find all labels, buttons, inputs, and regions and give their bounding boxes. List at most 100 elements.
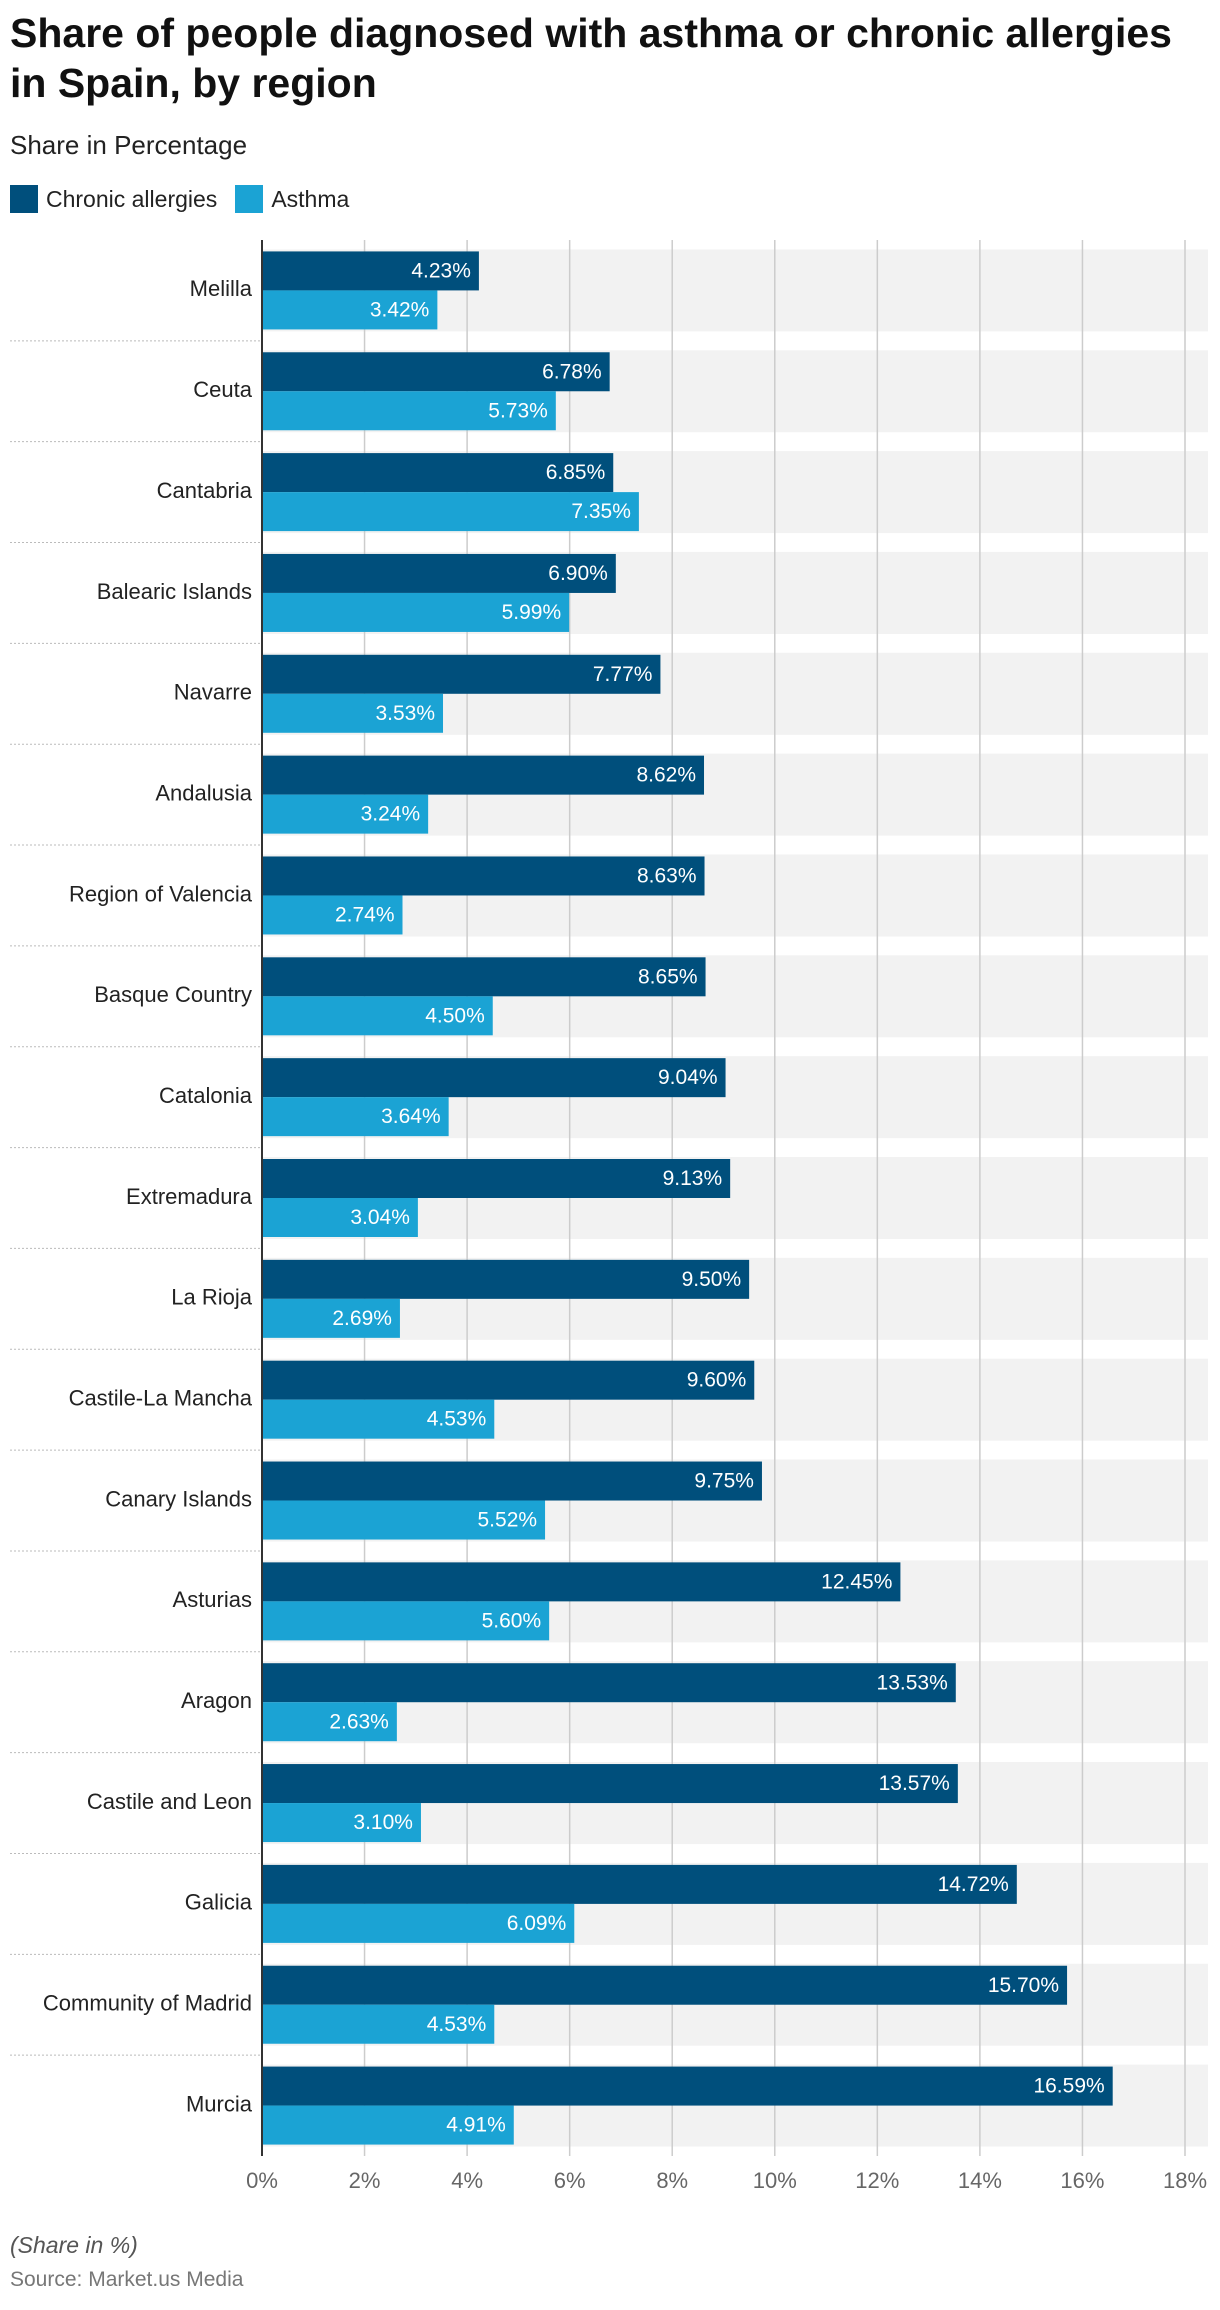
x-tick-label: 0% — [246, 2168, 278, 2193]
data-label: 13.53% — [877, 1671, 948, 1694]
bar — [262, 1764, 958, 1804]
data-label: 4.91% — [446, 2114, 506, 2137]
data-label: 4.53% — [427, 1408, 487, 1431]
bar — [262, 1461, 762, 1501]
chart-title: Share of people diagnosed with asthma or… — [10, 10, 1172, 106]
bar — [262, 1399, 495, 1439]
bar — [262, 1360, 755, 1400]
bar — [262, 1803, 421, 1843]
bar — [262, 553, 616, 593]
bar — [262, 391, 556, 431]
data-label: 6.09% — [507, 1912, 567, 1935]
y-tick-label: Castile and Leon — [87, 1789, 252, 1814]
data-label: 5.52% — [478, 1509, 538, 1532]
x-tick-label: 4% — [451, 2168, 483, 2193]
source: Source: Market.us Media — [10, 2268, 244, 2291]
bar — [262, 1058, 726, 1098]
bar — [262, 693, 444, 733]
bar — [262, 251, 479, 291]
y-tick-label: Asturias — [173, 1587, 252, 1612]
y-tick-label: Balearic Islands — [97, 579, 252, 604]
data-label: 14.72% — [938, 1873, 1009, 1896]
bar — [262, 592, 570, 632]
bar — [262, 996, 493, 1036]
y-tick-label: Cantabria — [157, 478, 253, 503]
bar — [262, 895, 403, 935]
x-tick-label: 10% — [753, 2168, 797, 2193]
data-label: 8.62% — [636, 764, 696, 787]
bar — [262, 2066, 1113, 2106]
bar — [262, 1864, 1017, 1904]
bar — [262, 1097, 449, 1137]
x-tick-label: 6% — [554, 2168, 586, 2193]
data-label: 4.53% — [427, 2013, 487, 2036]
bar — [262, 755, 705, 795]
data-label: 6.90% — [548, 562, 608, 585]
bar — [262, 1903, 575, 1943]
y-tick-label: Region of Valencia — [69, 881, 253, 906]
data-label: 3.10% — [353, 1811, 413, 1834]
bar — [262, 1159, 731, 1198]
x-tick-label: 2% — [349, 2168, 381, 2193]
data-label: 5.73% — [488, 399, 548, 422]
legend-item: Chronic allergies — [10, 185, 217, 213]
bar — [262, 1601, 550, 1641]
bar — [262, 957, 706, 997]
legend-label: Chronic allergies — [46, 185, 218, 212]
bar — [262, 2004, 495, 2044]
data-label: 12.45% — [821, 1570, 892, 1593]
data-label: 8.65% — [638, 965, 698, 988]
data-label: 4.23% — [411, 259, 471, 282]
bar — [262, 1663, 956, 1703]
data-label: 4.50% — [425, 1004, 485, 1027]
data-label: 6.78% — [542, 360, 602, 383]
y-tick-label: Aragon — [181, 1688, 252, 1713]
data-label: 16.59% — [1033, 2075, 1104, 2098]
x-tick-label: 16% — [1060, 2168, 1104, 2193]
y-tick-label: La Rioja — [171, 1285, 252, 1310]
y-tick-label: Ceuta — [193, 377, 252, 402]
bar — [262, 654, 661, 694]
bars: 4.23% 3.42% 6.78% 5.73% 6.85% 7.35% 6.90% 5.99%… — [262, 251, 1113, 2145]
footnote: (Share in %) — [10, 2232, 138, 2258]
data-label: 13.57% — [879, 1772, 950, 1795]
y-tick-label: Galicia — [185, 1890, 253, 1915]
data-label: 9.50% — [682, 1268, 742, 1291]
x-tick-label: 8% — [656, 2168, 688, 2193]
bar — [262, 1259, 750, 1299]
chart-subtitle: Share in Percentage — [10, 130, 248, 160]
y-tick-label: Extremadura — [126, 1184, 253, 1209]
bar — [262, 794, 429, 834]
bar — [262, 352, 610, 392]
bar — [262, 1965, 1068, 2005]
bar — [262, 453, 614, 493]
y-tick-label: Melilla — [190, 276, 253, 301]
y-tick-label: Canary Islands — [105, 1486, 252, 1511]
x-tick-label: 12% — [855, 2168, 899, 2193]
data-label: 3.24% — [361, 803, 421, 826]
y-tick-label: Murcia — [186, 2091, 253, 2116]
data-label: 9.04% — [658, 1066, 718, 1089]
y-tick-label: Andalusia — [155, 780, 252, 805]
data-label: 3.42% — [370, 298, 430, 321]
y-tick-label: Community of Madrid — [43, 1991, 252, 2016]
data-label: 2.69% — [332, 1307, 392, 1330]
data-label: 3.53% — [375, 702, 435, 725]
data-label: 9.75% — [694, 1470, 754, 1493]
data-label: 7.35% — [571, 500, 631, 523]
data-label: 6.85% — [546, 461, 606, 484]
legend-swatch — [235, 185, 264, 213]
bar — [262, 1198, 418, 1237]
bar — [262, 2105, 514, 2145]
legend-item: Asthma — [235, 185, 349, 213]
data-label: 3.64% — [381, 1105, 441, 1128]
data-label: 15.70% — [988, 1974, 1059, 1997]
bar — [262, 856, 705, 896]
data-label: 7.77% — [593, 663, 653, 686]
bar — [262, 1562, 901, 1602]
bar — [262, 492, 639, 532]
y-tick-label: Navarre — [174, 680, 252, 705]
legend: Chronic allergies Asthma — [10, 185, 349, 213]
data-label: 9.13% — [663, 1167, 723, 1190]
